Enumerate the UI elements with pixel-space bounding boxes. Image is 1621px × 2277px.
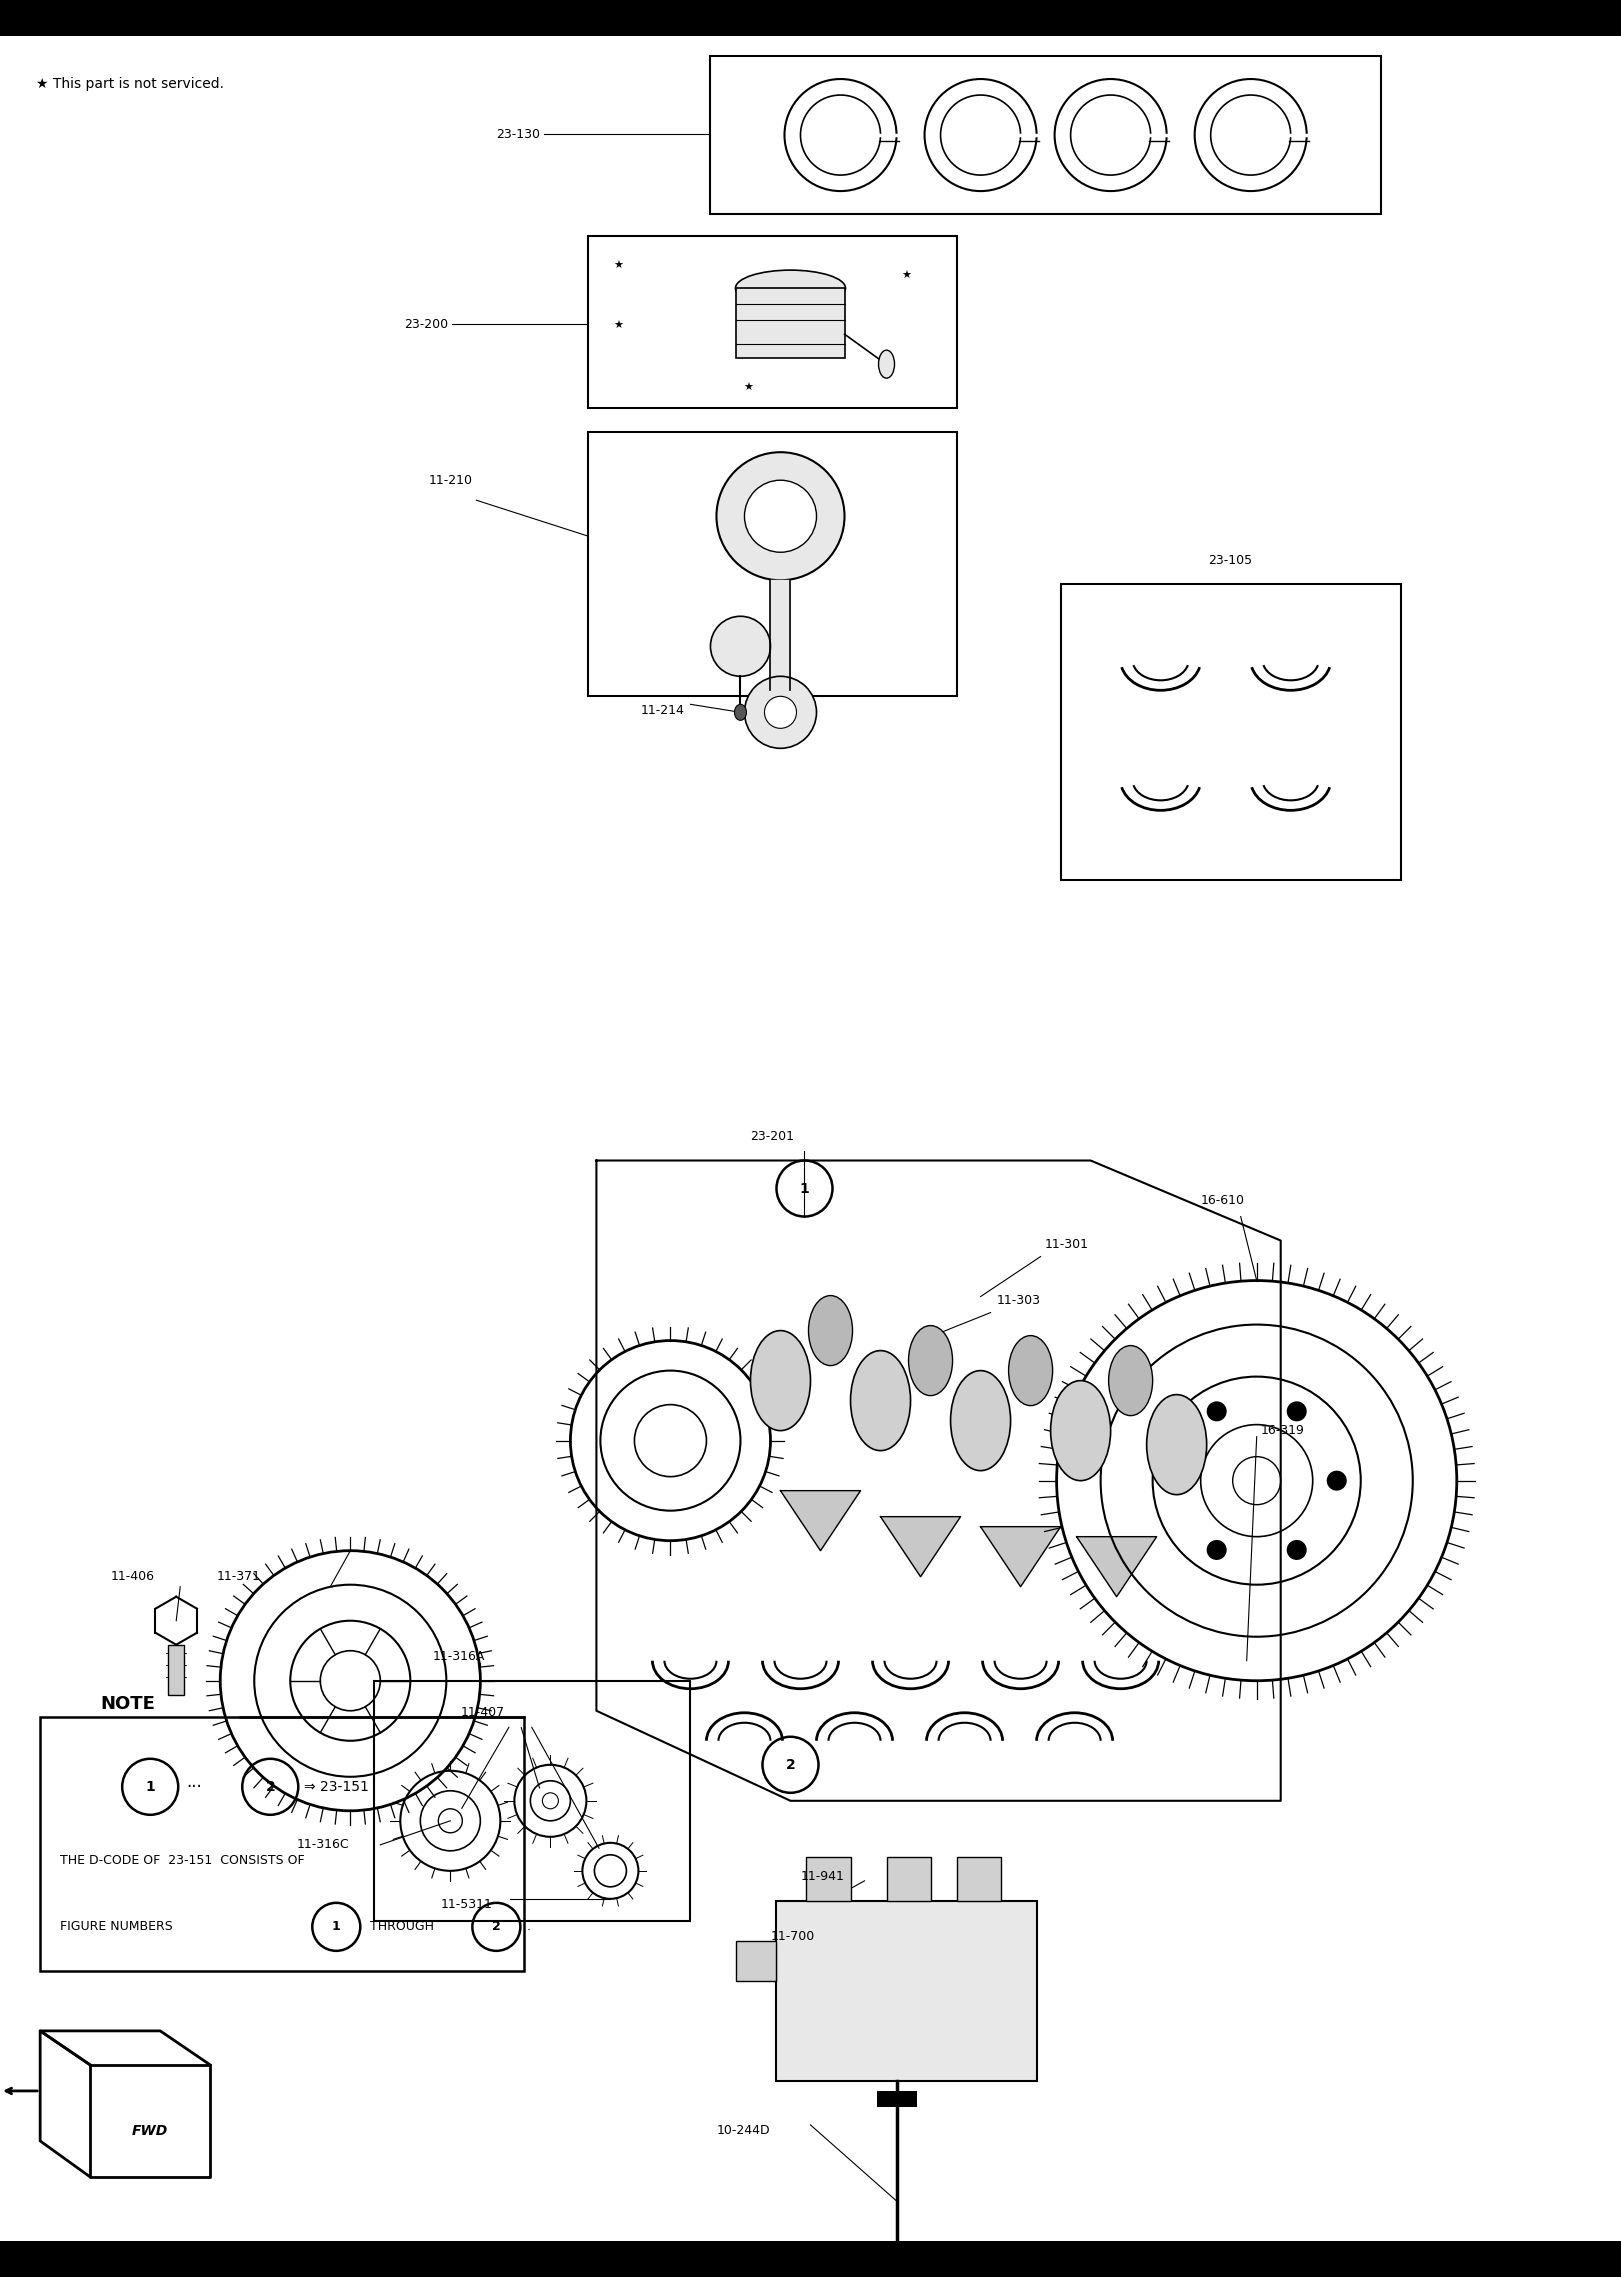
Text: ★: ★: [613, 321, 624, 330]
Text: 11-371: 11-371: [216, 1571, 261, 1583]
Text: 1: 1: [146, 1781, 156, 1794]
Bar: [956, 1856, 1000, 1901]
Bar: [736, 289, 845, 357]
Circle shape: [710, 617, 770, 676]
Circle shape: [1287, 1400, 1307, 1421]
Text: 16-610: 16-610: [1201, 1193, 1245, 1207]
Bar: [877, 2090, 916, 2106]
Polygon shape: [780, 1491, 861, 1551]
Text: ★: ★: [744, 383, 754, 394]
Text: 23-200: 23-200: [404, 319, 449, 330]
Text: 11-406: 11-406: [110, 1571, 154, 1583]
Circle shape: [1326, 1471, 1347, 1491]
Circle shape: [716, 453, 845, 581]
Text: 23-105: 23-105: [1209, 553, 1253, 567]
Text: 11-5311: 11-5311: [441, 1899, 493, 1910]
Text: 1: 1: [332, 1920, 340, 1933]
Text: 11-301: 11-301: [1044, 1239, 1089, 1250]
Circle shape: [1167, 1471, 1187, 1491]
Ellipse shape: [908, 1325, 953, 1396]
Circle shape: [1206, 1400, 1227, 1421]
Bar: [1060, 585, 1401, 881]
Ellipse shape: [879, 351, 895, 378]
Bar: [807, 1856, 851, 1901]
Text: THROUGH: THROUGH: [366, 1920, 438, 1933]
Circle shape: [765, 697, 796, 729]
Text: ★: ★: [901, 271, 911, 280]
Text: ★: ★: [613, 262, 624, 271]
Text: 11-210: 11-210: [428, 474, 472, 487]
Ellipse shape: [809, 1296, 853, 1366]
Text: ···: ···: [186, 1778, 203, 1797]
Ellipse shape: [751, 1330, 810, 1430]
Bar: [41, 1717, 524, 1972]
Bar: [0, 2241, 1621, 2277]
Ellipse shape: [1146, 1394, 1206, 1494]
Text: 11-316A: 11-316A: [433, 1651, 485, 1662]
Polygon shape: [880, 1516, 961, 1576]
Text: 11-941: 11-941: [801, 1869, 845, 1883]
Bar: [710, 57, 1381, 214]
Circle shape: [1206, 1539, 1227, 1560]
Ellipse shape: [1008, 1337, 1052, 1405]
Text: 23-130: 23-130: [496, 128, 540, 141]
Ellipse shape: [851, 1350, 911, 1450]
Polygon shape: [981, 1526, 1060, 1587]
Ellipse shape: [736, 271, 846, 305]
Text: 11-214: 11-214: [640, 704, 684, 717]
Text: 2: 2: [493, 1920, 501, 1933]
Text: 23-201: 23-201: [751, 1129, 794, 1143]
Polygon shape: [1076, 1537, 1157, 1596]
Ellipse shape: [1050, 1380, 1110, 1480]
Text: FWD: FWD: [131, 2124, 169, 2138]
Text: 11-303: 11-303: [997, 1293, 1041, 1307]
Ellipse shape: [734, 704, 747, 720]
Text: THE D-CODE OF  23-151  CONSISTS OF: THE D-CODE OF 23-151 CONSISTS OF: [60, 1853, 305, 1867]
Bar: [887, 1856, 930, 1901]
Text: 10-244D: 10-244D: [716, 2124, 770, 2138]
Text: 11-407: 11-407: [460, 1705, 504, 1719]
Text: 2: 2: [786, 1758, 796, 1772]
Ellipse shape: [1109, 1346, 1153, 1416]
Text: 11-700: 11-700: [770, 1931, 815, 1942]
Text: 2: 2: [266, 1781, 276, 1794]
Text: 16-319: 16-319: [1261, 1423, 1305, 1437]
Circle shape: [744, 480, 817, 553]
Text: 11-316C: 11-316C: [297, 1838, 349, 1851]
Bar: [0, 0, 1621, 36]
Text: 1: 1: [799, 1182, 809, 1195]
Text: .: .: [527, 1920, 530, 1933]
Bar: [736, 1940, 776, 1981]
Circle shape: [744, 676, 817, 749]
Text: NOTE: NOTE: [101, 1694, 156, 1712]
Text: ⇒ 23-151: ⇒ 23-151: [305, 1781, 370, 1794]
Circle shape: [1287, 1539, 1307, 1560]
FancyArrow shape: [770, 581, 791, 690]
Bar: [588, 433, 956, 697]
Text: FIGURE NUMBERS: FIGURE NUMBERS: [60, 1920, 177, 1933]
Ellipse shape: [950, 1371, 1010, 1471]
Bar: [169, 1644, 185, 1694]
Text: ★ This part is not serviced.: ★ This part is not serviced.: [36, 77, 224, 91]
Bar: [776, 1901, 1036, 2081]
Bar: [374, 1680, 691, 1922]
Bar: [588, 237, 956, 408]
